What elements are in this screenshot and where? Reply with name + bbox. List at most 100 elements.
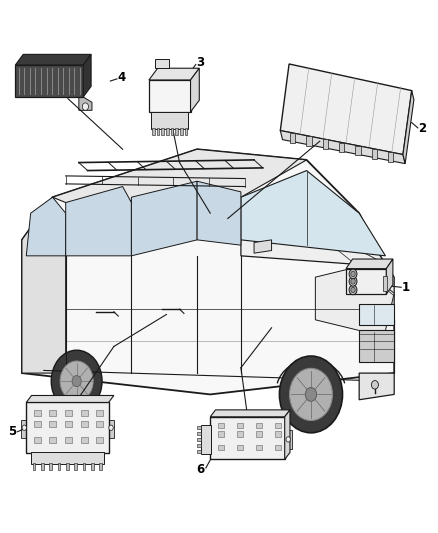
Polygon shape xyxy=(22,149,394,394)
Circle shape xyxy=(351,287,355,293)
Bar xyxy=(275,445,281,450)
Bar xyxy=(151,112,188,129)
Circle shape xyxy=(60,361,93,401)
Bar xyxy=(372,149,377,159)
Polygon shape xyxy=(197,181,241,245)
Bar xyxy=(74,463,77,470)
Polygon shape xyxy=(79,97,92,110)
Bar xyxy=(65,410,72,416)
Bar xyxy=(91,463,94,470)
Polygon shape xyxy=(15,54,91,65)
Polygon shape xyxy=(280,64,412,155)
Bar xyxy=(323,140,328,149)
Bar xyxy=(49,410,57,416)
Bar xyxy=(34,421,41,427)
Text: 2: 2 xyxy=(418,123,426,135)
Polygon shape xyxy=(359,373,394,400)
Bar xyxy=(218,423,224,428)
Text: 6: 6 xyxy=(197,463,205,475)
Bar xyxy=(166,128,169,135)
Polygon shape xyxy=(149,68,199,80)
Bar xyxy=(197,450,201,453)
Circle shape xyxy=(305,387,317,401)
Bar xyxy=(49,421,57,427)
Bar xyxy=(355,146,360,156)
Text: 5: 5 xyxy=(8,425,17,438)
Bar xyxy=(15,65,83,97)
Bar xyxy=(176,128,178,135)
Circle shape xyxy=(22,425,27,431)
Bar xyxy=(201,425,211,454)
Bar xyxy=(149,80,191,112)
Polygon shape xyxy=(26,197,66,256)
Bar xyxy=(197,432,201,435)
Bar xyxy=(256,423,262,428)
Bar xyxy=(81,421,88,427)
Bar xyxy=(155,59,169,68)
Circle shape xyxy=(51,350,102,412)
Bar xyxy=(275,423,281,428)
Bar xyxy=(383,276,387,291)
Bar xyxy=(65,437,72,443)
Circle shape xyxy=(371,381,378,389)
Circle shape xyxy=(351,279,355,284)
Bar xyxy=(34,410,41,416)
Bar xyxy=(33,463,35,470)
Bar xyxy=(197,438,201,441)
Bar xyxy=(256,445,262,450)
Bar xyxy=(96,421,103,427)
Polygon shape xyxy=(26,395,114,402)
Text: 3: 3 xyxy=(196,56,204,69)
Polygon shape xyxy=(83,54,91,97)
Bar xyxy=(34,437,41,443)
Bar xyxy=(237,431,243,437)
Bar xyxy=(275,431,281,437)
Bar xyxy=(65,421,72,427)
Bar xyxy=(218,431,224,437)
Bar xyxy=(96,410,103,416)
Bar xyxy=(66,463,69,470)
Bar xyxy=(96,437,103,443)
Circle shape xyxy=(279,356,343,433)
Bar xyxy=(388,152,393,162)
Bar xyxy=(49,463,52,470)
Circle shape xyxy=(82,103,88,110)
Polygon shape xyxy=(386,259,393,294)
Polygon shape xyxy=(22,197,66,373)
Bar xyxy=(197,444,201,447)
Bar xyxy=(58,463,60,470)
Circle shape xyxy=(349,285,357,295)
Bar xyxy=(171,128,173,135)
Bar xyxy=(306,136,311,146)
Circle shape xyxy=(349,269,357,279)
Circle shape xyxy=(349,277,357,286)
Bar xyxy=(256,431,262,437)
Bar xyxy=(197,426,201,429)
Bar xyxy=(180,128,183,135)
Bar xyxy=(346,269,386,294)
Polygon shape xyxy=(285,410,290,459)
Bar xyxy=(210,417,285,459)
Bar xyxy=(83,463,85,470)
Polygon shape xyxy=(191,68,199,112)
Bar xyxy=(185,128,187,135)
Bar xyxy=(237,423,243,428)
Bar xyxy=(290,133,295,143)
Circle shape xyxy=(286,437,290,442)
Bar xyxy=(49,437,57,443)
Circle shape xyxy=(351,271,355,277)
Bar xyxy=(26,402,109,453)
Polygon shape xyxy=(359,304,394,325)
Polygon shape xyxy=(66,187,131,256)
Bar xyxy=(237,445,243,450)
Bar xyxy=(108,420,114,438)
Circle shape xyxy=(109,425,113,431)
Bar xyxy=(161,128,164,135)
Bar xyxy=(157,128,159,135)
Polygon shape xyxy=(280,131,405,164)
Text: 1: 1 xyxy=(401,281,410,294)
Bar xyxy=(81,410,88,416)
Bar xyxy=(21,420,28,438)
Polygon shape xyxy=(53,149,307,203)
Polygon shape xyxy=(210,410,290,417)
